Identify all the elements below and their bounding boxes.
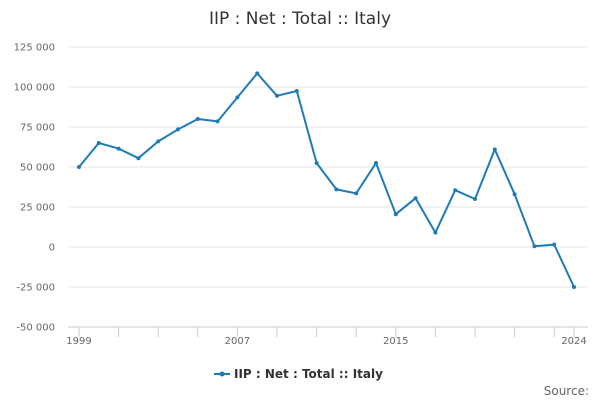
data-point[interactable] [374, 161, 378, 165]
data-point[interactable] [453, 188, 458, 193]
x-tick-label: 2007 [225, 336, 250, 347]
data-point[interactable] [413, 196, 418, 201]
data-point[interactable] [572, 285, 576, 289]
gridlines [68, 46, 588, 328]
source-label[interactable]: Source: [544, 384, 589, 398]
data-point[interactable] [77, 165, 81, 169]
y-tick-label: 125 000 [14, 43, 55, 54]
data-point[interactable] [116, 146, 121, 151]
x-tick-label: 2024 [561, 336, 586, 347]
data-point[interactable] [492, 147, 497, 152]
legend-point-marker [219, 371, 225, 377]
data-point[interactable] [294, 89, 299, 93]
data-point[interactable] [156, 139, 161, 144]
data-point[interactable] [215, 119, 220, 124]
data-point[interactable] [255, 71, 260, 76]
data-point[interactable] [512, 192, 517, 197]
data-point[interactable] [176, 127, 180, 132]
data-point[interactable] [275, 93, 279, 98]
data-point[interactable] [552, 242, 557, 247]
x-tick-label: 1999 [66, 336, 91, 347]
data-point[interactable] [354, 191, 359, 196]
y-tick-label: -25 000 [16, 283, 55, 294]
y-tick-label: 0 [49, 243, 55, 254]
series-line [78, 72, 575, 288]
data-point[interactable] [235, 95, 240, 100]
data-point[interactable] [195, 117, 200, 121]
series-plot [77, 71, 576, 289]
data-point[interactable] [532, 244, 537, 249]
chart-title: IIP : Net : Total :: Italy [209, 9, 391, 29]
data-point[interactable] [136, 156, 141, 161]
legend[interactable]: IIP : Net : Total :: Italy [214, 367, 383, 381]
y-tick-label: 75 000 [20, 123, 55, 134]
y-tick-label: 50 000 [20, 163, 55, 174]
x-axis: 1999 2007 2015 2024 [66, 326, 588, 347]
data-point[interactable] [473, 197, 477, 201]
data-point[interactable] [314, 161, 319, 165]
data-point[interactable] [96, 141, 101, 145]
y-axis: -50 000 -25 000 0 25 000 50 000 75 000 100 000… [14, 43, 55, 334]
data-point[interactable] [393, 212, 398, 217]
legend-label: IIP : Net : Total :: Italy [234, 367, 383, 381]
y-tick-label: -50 000 [16, 323, 55, 334]
data-point[interactable] [334, 187, 339, 192]
y-tick-label: 25 000 [20, 203, 55, 214]
y-tick-label: 100 000 [14, 83, 55, 94]
x-tick-label: 2015 [383, 336, 408, 347]
data-point[interactable] [433, 230, 438, 235]
